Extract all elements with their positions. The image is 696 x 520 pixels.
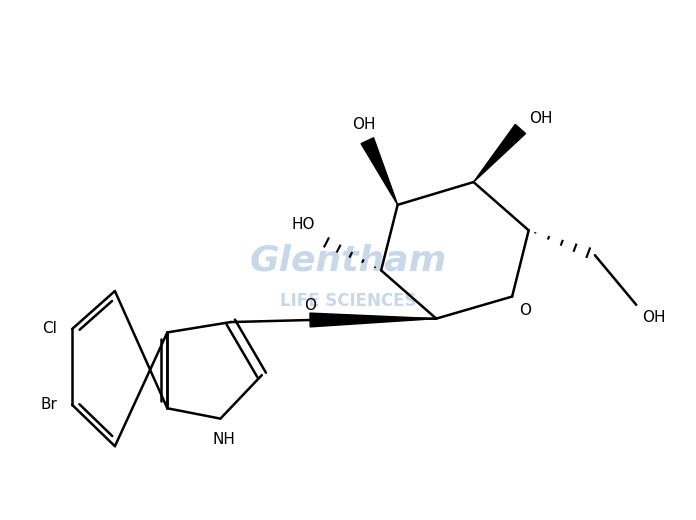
Text: OH: OH (529, 111, 552, 125)
Text: LIFE SCIENCES: LIFE SCIENCES (280, 292, 416, 310)
Polygon shape (310, 313, 436, 327)
Polygon shape (361, 138, 397, 205)
Text: NH: NH (212, 433, 235, 447)
Text: Br: Br (40, 397, 57, 412)
Text: OH: OH (642, 310, 665, 326)
Text: Glentham: Glentham (249, 243, 447, 277)
Text: OH: OH (352, 118, 376, 133)
Text: Cl: Cl (42, 321, 57, 336)
Text: O: O (304, 298, 316, 313)
Text: O: O (519, 304, 531, 318)
Text: HO: HO (292, 217, 315, 232)
Polygon shape (473, 124, 525, 182)
